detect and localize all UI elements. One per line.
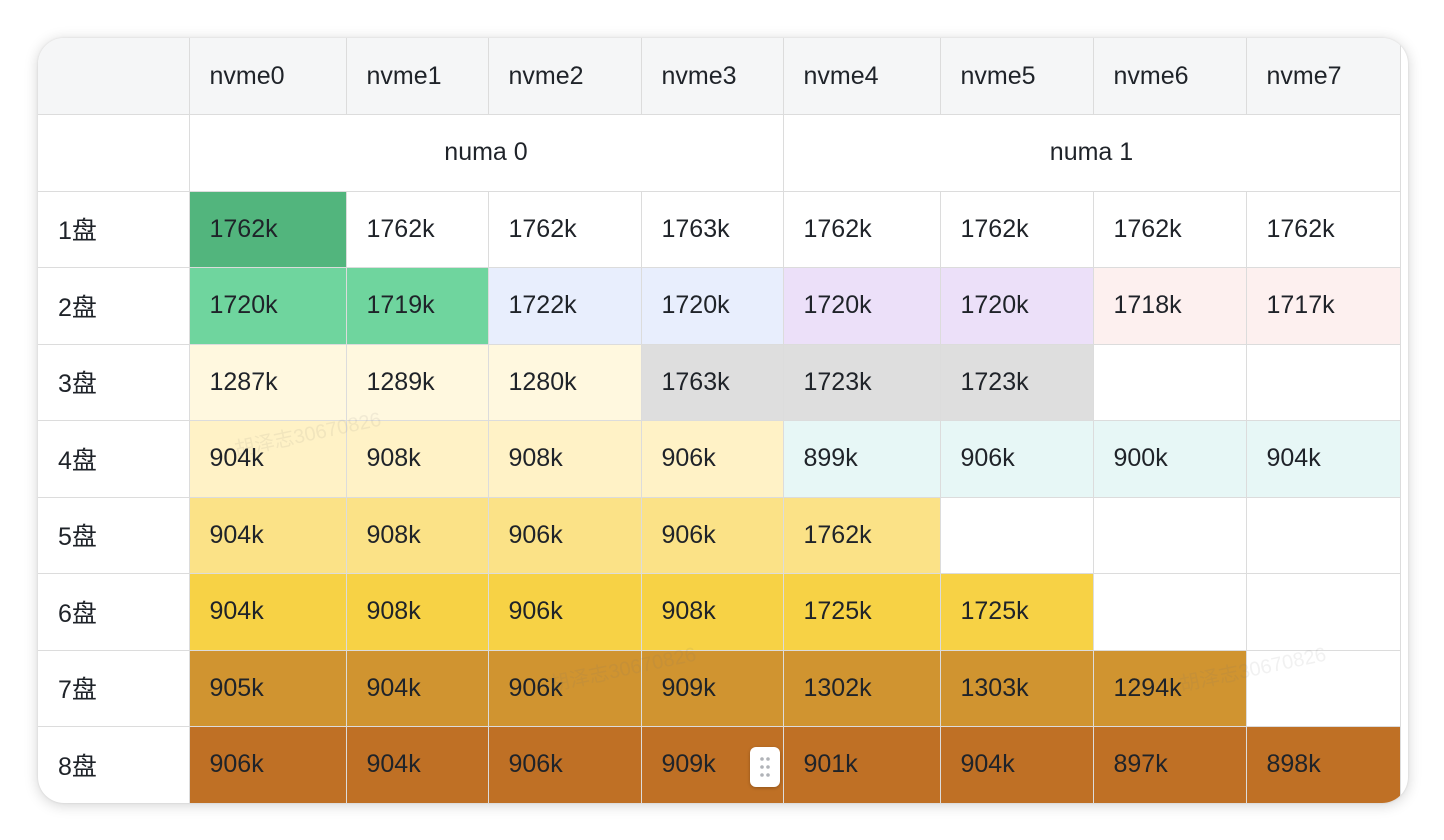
table-row: 6盘 904k 908k 906k 908k 1725k 1725k (38, 573, 1401, 651)
table-cell[interactable]: 1720k (939, 267, 1094, 345)
column-header[interactable]: nvme4 (782, 38, 941, 115)
drag-handle-icon (760, 757, 770, 777)
header-row: nvme0 nvme1 nvme2 nvme3 nvme4 nvme5 nvme6 nvme7 (38, 38, 1401, 115)
table-cell[interactable]: 1725k (939, 573, 1094, 651)
table-cell[interactable]: 1280k (487, 343, 642, 421)
table-cell[interactable] (939, 496, 1094, 574)
table-cell[interactable]: 905k (188, 649, 347, 727)
numa-row: numa 0 numa 1 (38, 114, 1401, 192)
row-label-cell[interactable]: 4盘 (38, 420, 190, 498)
table-cell[interactable]: 904k (345, 726, 489, 803)
table-row: 3盘 1287k 1289k 1280k 1763k 1723k 1723k (38, 343, 1401, 421)
row-label-cell[interactable]: 2盘 (38, 267, 190, 345)
table-cell[interactable]: 904k (188, 496, 347, 574)
table-cell[interactable] (1092, 343, 1247, 421)
table-cell[interactable]: 904k (188, 420, 347, 498)
table-cell[interactable]: 1762k (345, 190, 489, 268)
table-cell[interactable]: 1720k (640, 267, 784, 345)
row-label-cell[interactable]: 7盘 (38, 649, 190, 727)
row-label-cell[interactable]: 1盘 (38, 190, 190, 268)
table-cell[interactable]: 1720k (782, 267, 941, 345)
table-cell[interactable] (1092, 573, 1247, 651)
table-cell[interactable]: 906k (640, 496, 784, 574)
table-row: 5盘 904k 908k 906k 906k 1762k (38, 496, 1401, 574)
table-cell[interactable]: 909k (640, 649, 784, 727)
table-cell[interactable]: 1294k (1092, 649, 1247, 727)
table-cell[interactable]: 901k (782, 726, 941, 803)
column-header[interactable]: nvme0 (188, 38, 347, 115)
table-cell[interactable]: 1302k (782, 649, 941, 727)
table-cell[interactable]: 908k (487, 420, 642, 498)
nvme-table: nvme0 nvme1 nvme2 nvme3 nvme4 nvme5 nvme6 nvme7… (38, 38, 1401, 803)
table-cell[interactable]: 1287k (188, 343, 347, 421)
numa-group-cell[interactable]: numa 1 (782, 114, 1401, 192)
table-cell[interactable]: 1718k (1092, 267, 1247, 345)
table-row: 7盘 905k 904k 906k 909k 1302k 1303k 1294k (38, 649, 1401, 727)
table-cell[interactable] (1245, 573, 1401, 651)
table-cell[interactable]: 899k (782, 420, 941, 498)
table-card: nvme0 nvme1 nvme2 nvme3 nvme4 nvme5 nvme6 nvme7… (38, 38, 1408, 803)
table-cell[interactable]: 908k (345, 496, 489, 574)
table-cell[interactable]: 898k (1245, 726, 1401, 803)
table-cell[interactable]: 904k (345, 649, 489, 727)
table-cell[interactable]: 906k (188, 726, 347, 803)
drag-handle[interactable] (750, 747, 780, 787)
table-cell[interactable] (1245, 496, 1401, 574)
table-cell[interactable]: 906k (487, 649, 642, 727)
row-label-cell[interactable]: 3盘 (38, 343, 190, 421)
table-cell[interactable]: 1717k (1245, 267, 1401, 345)
table-cell[interactable]: 1723k (782, 343, 941, 421)
table-cell[interactable]: 1722k (487, 267, 642, 345)
table-cell[interactable]: 904k (188, 573, 347, 651)
table-cell[interactable] (1245, 343, 1401, 421)
table-cell[interactable]: 1762k (782, 496, 941, 574)
table-cell[interactable]: 906k (487, 496, 642, 574)
table-cell[interactable] (1245, 649, 1401, 727)
table-cell[interactable]: 900k (1092, 420, 1247, 498)
row-label-cell[interactable]: 8盘 (38, 726, 190, 803)
table-cell[interactable]: 897k (1092, 726, 1247, 803)
table-cell[interactable]: 1762k (1245, 190, 1401, 268)
table-cell[interactable]: 1762k (782, 190, 941, 268)
table-cell[interactable]: 906k (640, 420, 784, 498)
table-cell[interactable]: 1762k (188, 190, 347, 268)
table-cell[interactable]: 1725k (782, 573, 941, 651)
column-header[interactable]: nvme3 (640, 38, 784, 115)
table-cell[interactable]: 1762k (939, 190, 1094, 268)
table-cell[interactable]: 906k (487, 726, 642, 803)
table-cell[interactable]: 904k (1245, 420, 1401, 498)
column-header[interactable]: nvme5 (939, 38, 1094, 115)
column-header[interactable]: nvme1 (345, 38, 489, 115)
table-cell[interactable] (1092, 496, 1247, 574)
table-row: 1盘 1762k 1762k 1762k 1763k 1762k 1762k 1762k 176… (38, 190, 1401, 268)
table-row: 8盘 906k 904k 906k 909k 901k 904k 897k 898k (38, 726, 1401, 803)
table-cell[interactable]: 908k (345, 420, 489, 498)
table-cell[interactable]: 1723k (939, 343, 1094, 421)
table-row: 2盘 1720k 1719k 1722k 1720k 1720k 1720k 1718k 171… (38, 267, 1401, 345)
numa-group-cell[interactable]: numa 0 (188, 114, 784, 192)
table-cell[interactable]: 1763k (640, 190, 784, 268)
table-cell[interactable]: 1762k (1092, 190, 1247, 268)
numa-row-label-cell[interactable] (38, 114, 190, 192)
table-cell[interactable]: 1303k (939, 649, 1094, 727)
table-cell[interactable]: 904k (939, 726, 1094, 803)
header-corner-cell[interactable] (38, 38, 190, 115)
row-label-cell[interactable]: 6盘 (38, 573, 190, 651)
column-header[interactable]: nvme6 (1092, 38, 1247, 115)
row-label-cell[interactable]: 5盘 (38, 496, 190, 574)
table-cell[interactable]: 908k (345, 573, 489, 651)
column-header[interactable]: nvme7 (1245, 38, 1401, 115)
table-cell[interactable]: 1289k (345, 343, 489, 421)
table-cell[interactable]: 906k (939, 420, 1094, 498)
table-cell[interactable]: 1762k (487, 190, 642, 268)
table-cell[interactable]: 1763k (640, 343, 784, 421)
table-cell[interactable]: 908k (640, 573, 784, 651)
table-cell[interactable]: 1720k (188, 267, 347, 345)
table-cell[interactable]: 906k (487, 573, 642, 651)
column-header[interactable]: nvme2 (487, 38, 642, 115)
table-row: 4盘 904k 908k 908k 906k 899k 906k 900k 904k (38, 420, 1401, 498)
table-cell[interactable]: 1719k (345, 267, 489, 345)
